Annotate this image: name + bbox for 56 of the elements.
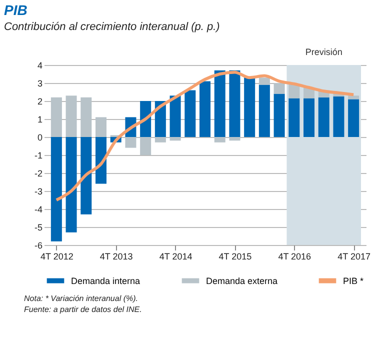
bar (125, 137, 136, 148)
legend-label: Demanda interna (71, 276, 140, 286)
bar (170, 96, 181, 137)
chart-subtitle: Contribución al crecimiento interanual (p. p.) (4, 21, 220, 33)
legend-label: PIB * (343, 276, 364, 286)
bar (96, 117, 106, 137)
bar (288, 98, 300, 137)
bar (274, 83, 285, 94)
bar (80, 137, 92, 214)
bar (50, 97, 62, 137)
x-tick-label: 4T 2013 (100, 252, 133, 262)
text: Nota: * Variación interanual (%). (24, 294, 138, 303)
y-tick-label: 3 (37, 78, 42, 88)
bar (140, 137, 152, 155)
bar (304, 98, 314, 137)
bar (214, 70, 226, 137)
y-tick-label: -1 (34, 150, 42, 160)
bar (170, 137, 181, 141)
bar (333, 96, 344, 137)
chart-title: PIB (4, 2, 28, 18)
bar (348, 99, 360, 137)
x-tick-label: 4T 2012 (40, 252, 74, 262)
line-series (54, 70, 356, 202)
bar (229, 137, 240, 141)
bar (200, 81, 210, 137)
y-tick-label: -5 (34, 222, 42, 232)
y-tick-label: -6 (34, 240, 42, 250)
bar (244, 78, 256, 137)
bar (274, 94, 285, 137)
y-tick-label: -3 (34, 186, 42, 196)
x-tick-label: 4T 2016 (278, 252, 312, 262)
y-tick-label: 4 (37, 60, 42, 70)
y-tick-label: -4 (34, 204, 42, 214)
y-tick-label: -2 (34, 168, 42, 178)
bar (184, 90, 196, 137)
bar (318, 97, 330, 137)
source-note: Fuente: a partir de datos del INE. (24, 305, 142, 314)
bar (258, 84, 270, 137)
bar (214, 137, 226, 142)
y-tick-label: 0 (37, 132, 42, 142)
bar (80, 97, 92, 137)
legend-label: Demanda externa (206, 276, 278, 286)
bar (229, 70, 240, 137)
bar (66, 137, 77, 232)
bar (66, 96, 77, 137)
band-label: Previsión (305, 47, 342, 57)
bar (96, 137, 106, 184)
y-tick-label: 1 (37, 114, 42, 124)
bar (258, 78, 270, 85)
bar (348, 96, 360, 100)
y-tick-label: 2 (37, 96, 42, 106)
bar (154, 137, 166, 142)
bar (50, 137, 62, 242)
x-tick-label: 4T 2014 (159, 252, 192, 262)
x-tick-label: 4T 2015 (218, 252, 252, 262)
x-tick-label: 4T 2017 (338, 252, 371, 262)
